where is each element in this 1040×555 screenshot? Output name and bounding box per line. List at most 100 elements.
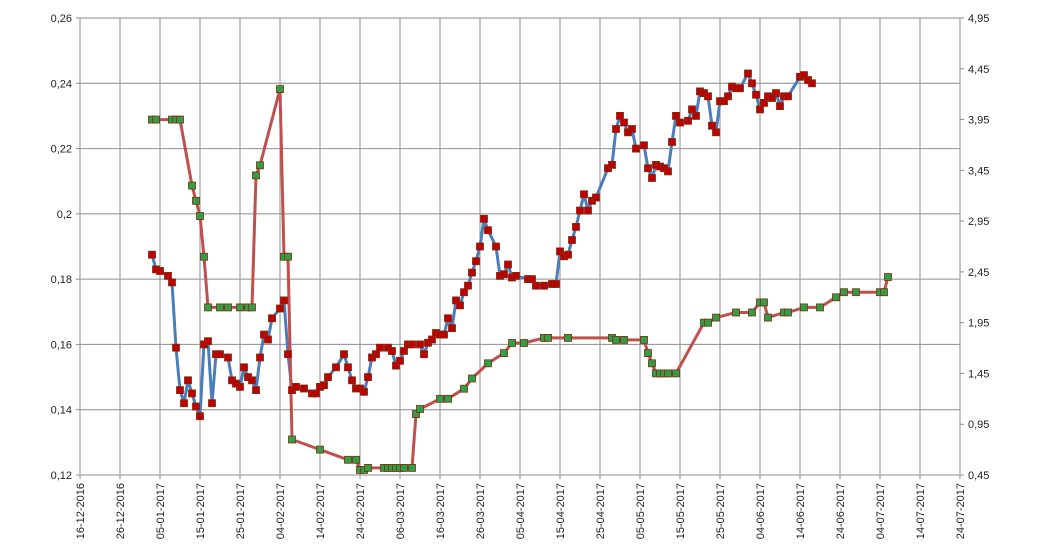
series-1-marker — [772, 89, 780, 97]
series-1-marker — [620, 118, 628, 127]
series-1-marker — [420, 350, 428, 359]
series-1-marker — [324, 373, 332, 382]
series-1-marker — [236, 382, 244, 391]
series-1-marker — [348, 376, 356, 385]
series-2-marker — [188, 181, 196, 190]
series-1-marker — [284, 350, 292, 359]
series-1-marker — [264, 335, 272, 344]
series-2-marker — [416, 405, 424, 413]
series-1-marker — [640, 141, 648, 150]
x-tick-label: 25-01-2017 — [235, 483, 247, 539]
series-1-marker — [416, 340, 424, 349]
series-1-marker — [452, 296, 460, 305]
series-2-marker — [620, 335, 628, 344]
series-2-marker — [672, 369, 680, 378]
series-1-marker — [528, 275, 536, 284]
x-tick-label: 14-07-2017 — [915, 483, 927, 539]
series-1-marker — [372, 350, 380, 359]
x-tick-label: 25-04-2017 — [595, 483, 607, 539]
series-2-marker — [216, 303, 224, 312]
x-tick-label: 15-05-2017 — [675, 483, 687, 539]
series-1-marker — [260, 330, 268, 339]
x-tick-label: 14-06-2017 — [795, 483, 807, 539]
series-1-marker — [612, 125, 620, 133]
series-2-marker — [784, 308, 792, 317]
series-2-marker — [644, 349, 652, 358]
right-tick-label: 4,95 — [968, 13, 989, 25]
series-1-marker — [708, 121, 716, 130]
series-1-marker — [156, 267, 164, 275]
x-tick-label: 15-04-2017 — [555, 483, 567, 539]
series-2-marker — [176, 115, 184, 124]
series-2-marker — [256, 161, 264, 170]
series-1-marker — [736, 84, 744, 93]
x-tick-label: 04-02-2017 — [275, 483, 287, 539]
x-tick-label: 24-06-2017 — [835, 483, 847, 539]
series-2-marker — [408, 463, 416, 472]
series-1-marker — [724, 92, 732, 101]
series-1-marker — [400, 347, 408, 355]
series-2-marker — [436, 394, 444, 403]
series-1-marker — [800, 71, 808, 79]
series-1-marker — [760, 99, 768, 107]
left-tick-label: 0,14 — [51, 405, 72, 417]
x-tick-label: 24-07-2017 — [955, 483, 967, 539]
series-1-marker — [204, 337, 212, 346]
series-2-marker — [224, 303, 232, 312]
series-1-marker — [428, 335, 436, 344]
right-tick-label: 1,45 — [968, 368, 989, 380]
series-1-marker — [196, 412, 204, 421]
series-1-marker — [448, 324, 456, 333]
series-1-marker — [340, 350, 348, 359]
series-1-marker — [460, 288, 468, 297]
left-tick-label: 0,26 — [51, 13, 72, 25]
series-1-marker — [672, 112, 680, 120]
series-1-marker — [388, 347, 396, 355]
series-2-marker — [664, 369, 672, 378]
series-line-2 — [150, 87, 890, 472]
series-1-marker — [320, 381, 328, 390]
series-1-marker — [712, 128, 720, 137]
series-2-marker — [712, 313, 720, 322]
series-1-marker — [312, 389, 320, 398]
series-1-marker — [192, 402, 200, 411]
series-1-marker — [392, 361, 400, 370]
series-1-marker — [768, 94, 776, 102]
x-tick-label: 05-04-2017 — [515, 483, 527, 539]
x-tick-label: 14-02-2017 — [315, 483, 327, 539]
series-1-marker — [364, 373, 372, 382]
series-2-marker — [732, 308, 740, 317]
series-2-marker — [252, 171, 260, 180]
left-y-axis: 0,12 0,14 0,16 0,18 0,2 0,22 0,24 0,26 — [51, 13, 80, 482]
x-tick-label: 16-12-2016 — [75, 483, 87, 539]
series-1-marker — [676, 118, 684, 127]
series-1-marker — [568, 236, 576, 244]
series-1-marker — [664, 167, 672, 176]
x-tick-label: 06-03-2017 — [395, 483, 407, 539]
left-tick-label: 0,24 — [51, 78, 72, 90]
right-tick-label: 0,95 — [968, 419, 989, 431]
x-tick-label: 05-05-2017 — [635, 483, 647, 539]
series-1-marker — [608, 160, 616, 169]
series-1-marker — [332, 363, 340, 372]
right-tick-label: 1,95 — [968, 318, 989, 330]
series-2-marker — [352, 455, 360, 464]
right-tick-label: 2,45 — [968, 267, 989, 279]
series-1-marker — [240, 363, 248, 372]
series-2-marker — [152, 115, 160, 124]
x-tick-label: 04-07-2017 — [875, 483, 887, 539]
series-2-marker — [852, 288, 860, 297]
series-2-marker — [288, 435, 296, 444]
series-2-marker — [816, 303, 824, 312]
series-1-marker — [776, 102, 784, 110]
right-tick-label: 2,95 — [968, 216, 989, 228]
series-1-marker — [256, 353, 264, 362]
series-1-marker — [648, 174, 656, 182]
series-1-marker — [292, 382, 300, 391]
series-1-marker — [564, 250, 572, 259]
right-tick-label: 4,45 — [968, 64, 989, 76]
series-1-marker — [540, 281, 548, 290]
series-2-marker — [364, 463, 372, 472]
series-1-marker — [632, 144, 640, 153]
series-1-marker — [276, 304, 284, 313]
